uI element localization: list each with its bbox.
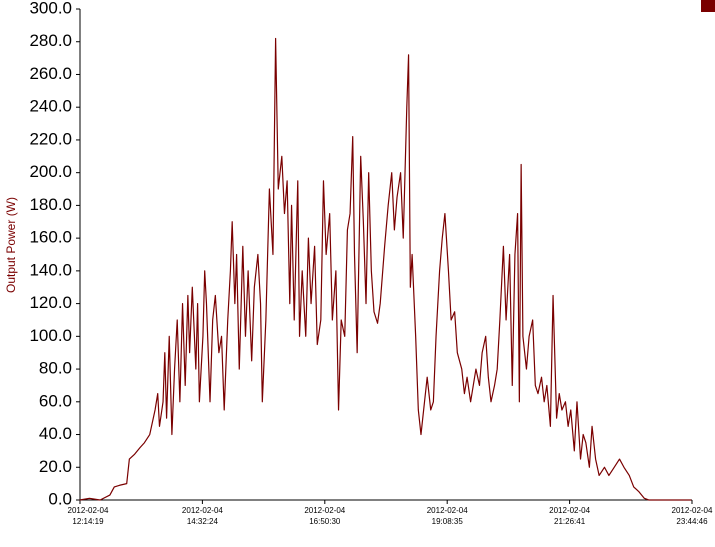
y-tick-label: 200.0 — [29, 162, 72, 181]
legend-swatch — [701, 0, 715, 12]
y-tick-label: 20.0 — [39, 457, 72, 476]
x-tick-label: 2012-02-04 — [182, 506, 223, 515]
y-tick-label: 180.0 — [29, 195, 72, 214]
y-tick-label: 120.0 — [29, 293, 72, 312]
y-axis-label: Output Power (W) — [4, 197, 18, 293]
x-tick-label: 21:26:41 — [554, 517, 586, 526]
y-tick-label: 40.0 — [39, 424, 72, 443]
x-tick-label: 2012-02-04 — [68, 506, 109, 515]
y-tick-label: 260.0 — [29, 64, 72, 83]
x-tick-label: 2012-02-04 — [672, 506, 713, 515]
y-tick-label: 220.0 — [29, 129, 72, 148]
x-tick-label: 16:50:30 — [309, 517, 341, 526]
x-tick-label: 2012-02-04 — [549, 506, 590, 515]
x-tick-label: 19:08:35 — [432, 517, 464, 526]
y-tick-label: 80.0 — [39, 359, 72, 378]
y-tick-label: 300.0 — [29, 0, 72, 17]
x-tick-label: 23:44:46 — [676, 517, 708, 526]
y-tick-label: 160.0 — [29, 228, 72, 247]
x-tick-label: 14:32:24 — [187, 517, 219, 526]
line-series — [79, 37, 692, 501]
y-tick-label: 240.0 — [29, 97, 72, 116]
x-tick-label: 2012-02-04 — [427, 506, 468, 515]
x-tick-label: 12:14:19 — [72, 517, 104, 526]
y-tick-label: 280.0 — [29, 31, 72, 50]
x-tick-label: 2012-02-04 — [304, 506, 345, 515]
y-tick-label: 140.0 — [29, 260, 72, 279]
y-tick-label: 100.0 — [29, 326, 72, 345]
y-tick-label: 60.0 — [39, 391, 72, 410]
y-tick-label: 0.0 — [48, 489, 72, 508]
